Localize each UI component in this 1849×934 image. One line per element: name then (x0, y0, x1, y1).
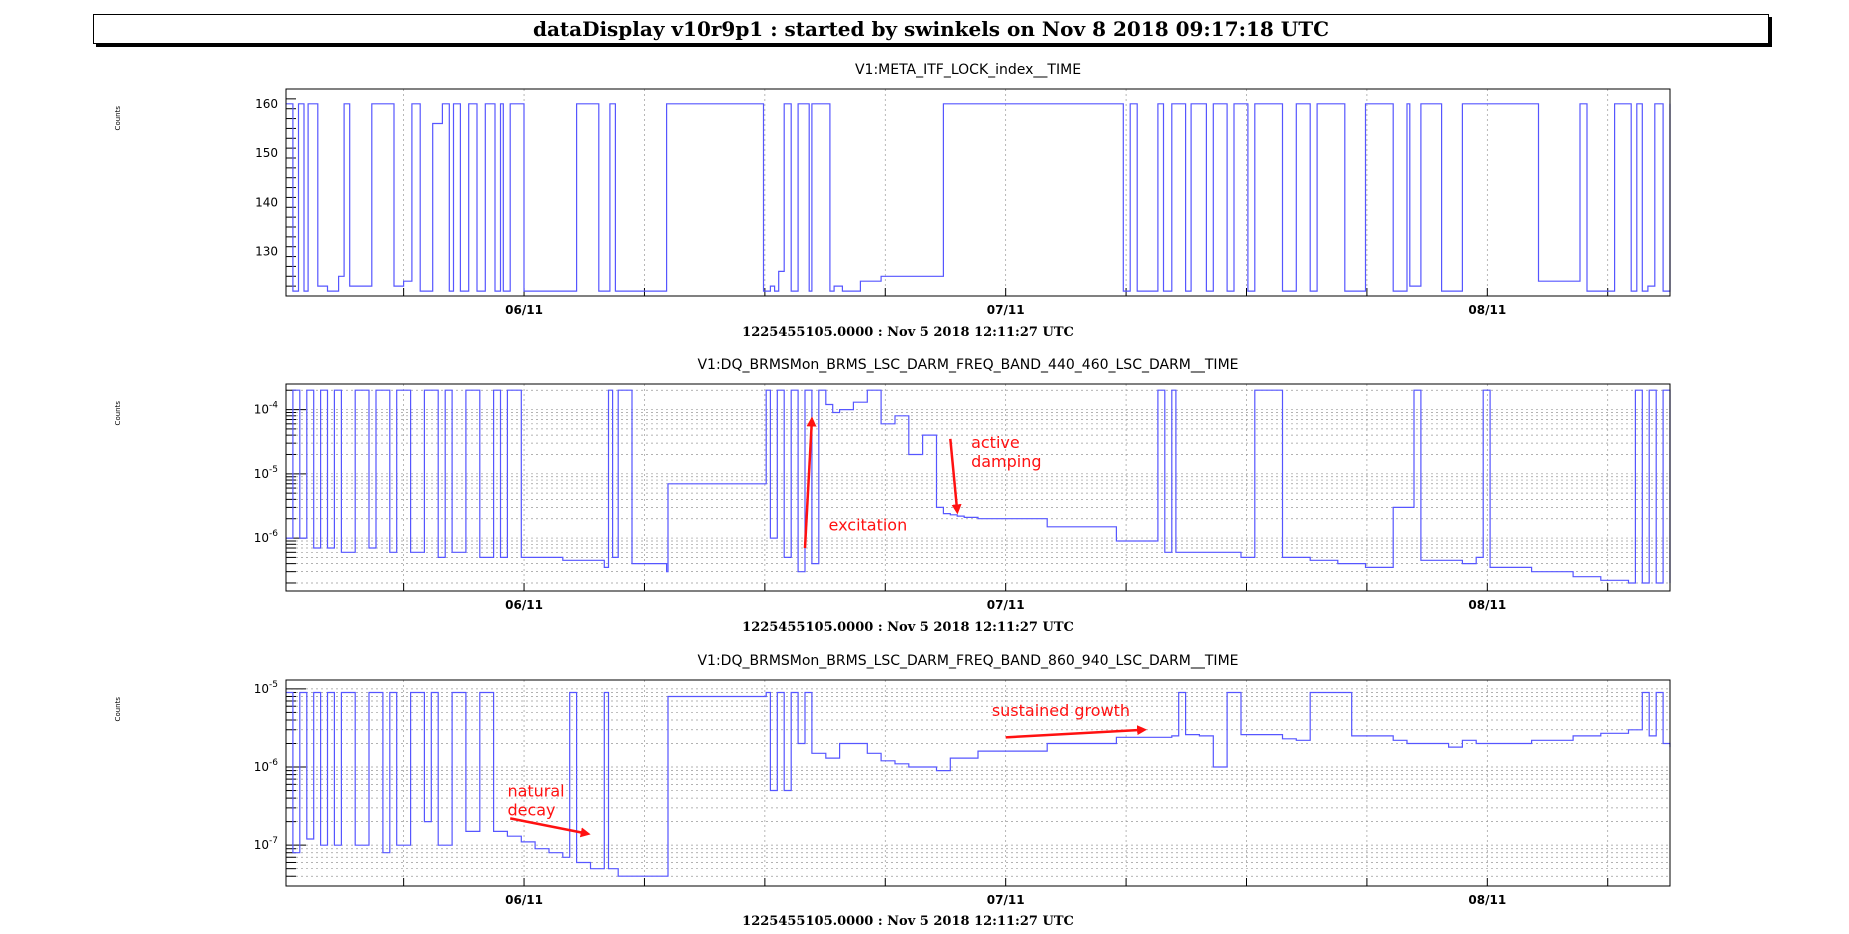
annotation-text: decay (507, 800, 555, 819)
y-tick-label: 10-6 (254, 758, 279, 774)
annotation-arrow (949, 438, 962, 515)
y-axis-label: Counts (114, 401, 122, 426)
y-tick-base: 10 (254, 531, 269, 545)
x-tick-label: 06/11 (505, 598, 543, 612)
y-tick-label: 130 (255, 245, 278, 259)
x-axis-label: 1225455105.0000 : Nov 5 2018 12:11:27 UT… (742, 620, 1074, 635)
data-series-line (286, 389, 1671, 584)
x-axis-label: 1225455105.0000 : Nov 5 2018 12:11:27 UT… (742, 325, 1074, 340)
y-tick-exponent: -4 (269, 401, 278, 411)
data-series-line (286, 691, 1671, 877)
x-tick-label: 07/11 (987, 598, 1025, 612)
y-tick-exponent: -5 (269, 465, 278, 475)
y-tick-base: 10 (254, 838, 269, 852)
x-tick-label: 07/11 (987, 893, 1025, 907)
y-tick-label: 10-5 (254, 465, 278, 481)
y-tick-base: 160 (255, 97, 278, 111)
y-tick-label: 10-7 (254, 836, 278, 852)
plot-frame (285, 88, 1671, 297)
y-tick-label: 10-4 (254, 401, 279, 417)
y-tick-base: 10 (254, 403, 269, 417)
y-tick-base: 150 (255, 146, 278, 160)
y-tick-base: 10 (254, 682, 269, 696)
y-tick-label: 140 (255, 195, 278, 209)
plot-title: V1:META_ITF_LOCK_index__TIME (855, 62, 1081, 78)
annotation-text: damping (971, 452, 1041, 471)
y-tick-label: 150 (255, 146, 278, 160)
plot-title: V1:DQ_BRMSMon_BRMS_LSC_DARM_FREQ_BAND_86… (697, 653, 1238, 669)
annotation-arrow (1005, 725, 1148, 739)
plot-title: V1:DQ_BRMSMon_BRMS_LSC_DARM_FREQ_BAND_44… (697, 357, 1238, 373)
header-title-box: dataDisplay v10r9p1 : started by swinkel… (93, 14, 1769, 44)
y-axis-label: Counts (114, 697, 122, 722)
plot-panel-1: V1:META_ITF_LOCK_index__TIME Counts 130 140… (114, 62, 1671, 340)
header-title: dataDisplay v10r9p1 : started by swinkel… (532, 17, 1330, 41)
y-axis-label: Counts (114, 106, 122, 131)
y-tick-label: 10-6 (254, 529, 279, 545)
y-tick-exponent: -5 (269, 680, 278, 690)
y-tick-base: 10 (254, 467, 269, 481)
annotation-text: sustained growth (992, 701, 1130, 720)
x-axis-label: 1225455105.0000 : Nov 5 2018 12:11:27 UT… (742, 914, 1074, 929)
y-tick-label: 160 (255, 97, 278, 111)
annotation-text: natural (507, 781, 564, 800)
x-tick-label: 08/11 (1468, 893, 1506, 907)
y-tick-base: 130 (255, 245, 278, 259)
x-tick-label: 08/11 (1468, 303, 1506, 317)
x-tick-label: 06/11 (505, 303, 543, 317)
annotation-text: active (971, 433, 1020, 452)
y-tick-base: 140 (255, 195, 278, 209)
plot-panel-3: V1:DQ_BRMSMon_BRMS_LSC_DARM_FREQ_BAND_86… (114, 653, 1671, 929)
annotation-arrow (803, 416, 817, 549)
y-tick-base: 10 (254, 760, 269, 774)
plot-frame (285, 383, 1671, 592)
y-tick-label: 10-5 (254, 680, 278, 696)
y-tick-exponent: -6 (269, 758, 278, 768)
annotation-text: excitation (829, 516, 908, 535)
data-series-line (286, 103, 1671, 292)
annotation-arrow (509, 817, 591, 838)
y-tick-exponent: -7 (269, 836, 278, 846)
x-tick-label: 06/11 (505, 893, 543, 907)
x-tick-label: 07/11 (987, 303, 1025, 317)
plot-frame (285, 679, 1671, 887)
x-tick-label: 08/11 (1468, 598, 1506, 612)
plot-panel-2: V1:DQ_BRMSMon_BRMS_LSC_DARM_FREQ_BAND_44… (114, 357, 1671, 635)
y-tick-exponent: -6 (269, 529, 278, 539)
